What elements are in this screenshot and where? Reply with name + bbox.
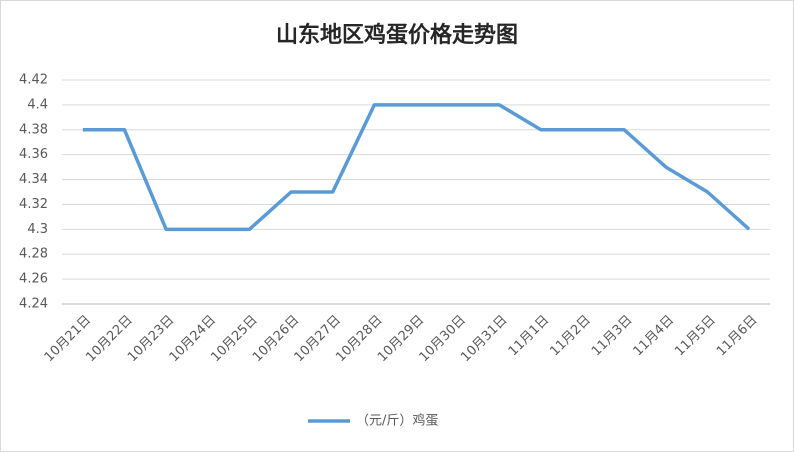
data-line [82,103,751,232]
legend-label: （元/斤）鸡蛋 [356,413,438,429]
y-tick-label: 4.36 [19,147,48,162]
y-tick-label: 4.26 [19,272,48,287]
y-tick-label: 4.4 [27,97,48,112]
y-tick-label: 4.38 [19,122,48,137]
chart-title: 山东地区鸡蛋价格走势图 [276,22,518,48]
y-tick-label: 4.34 [19,172,48,187]
y-tick-label: 4.42 [19,73,48,88]
y-tick-label: 4.3 [27,222,48,237]
y-tick-label: 4.24 [19,297,48,312]
y-tick-label: 4.28 [19,247,48,262]
y-tick-label: 4.32 [19,197,48,212]
